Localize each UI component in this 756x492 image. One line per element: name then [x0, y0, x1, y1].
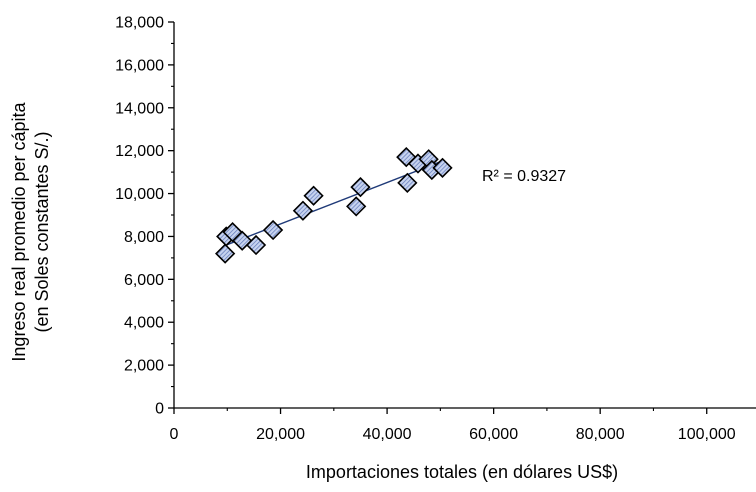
y-axis-title-line-1: Ingreso real promedio per cápita	[9, 101, 29, 361]
y-tick-label: 12,000	[115, 143, 164, 160]
x-axis: 0 20,000 40,000 60,000 80,000 100,000	[170, 407, 756, 443]
y-tick-label: 4,000	[124, 315, 164, 332]
y-tick-label: 2,000	[124, 358, 164, 375]
x-tick-label: 0	[170, 426, 179, 443]
y-tick-label: 14,000	[115, 100, 164, 117]
data-point	[303, 185, 324, 206]
x-axis-title: Importaciones totales (en dólares US$)	[306, 462, 618, 482]
data-point	[262, 219, 284, 241]
trendline-layer	[224, 160, 443, 247]
data-points	[215, 146, 453, 264]
x-tick-label: 20,000	[256, 426, 305, 443]
y-tick-label: 8,000	[124, 229, 164, 246]
data-point	[215, 243, 236, 264]
y-tick-label: 0	[155, 401, 164, 418]
x-tick-label: 40,000	[363, 426, 412, 443]
data-point	[397, 172, 418, 193]
y-tick-label: 18,000	[115, 15, 164, 32]
y-tick-label: 10,000	[115, 186, 164, 203]
x-tick-label: 80,000	[576, 426, 625, 443]
y-tick-label: 6,000	[124, 272, 164, 289]
x-tick-label: 100,000	[678, 426, 736, 443]
data-point	[350, 176, 371, 198]
data-point	[432, 157, 453, 178]
y-axis-title-line-2: (en Soles constantes S/.)	[32, 131, 52, 332]
trendline	[224, 160, 443, 247]
y-axis: 0 2,000 4,000 6,000 8,000 10,000 12,000 14,000 1…	[115, 15, 175, 418]
r-squared-annotation: R² = 0.9327	[482, 168, 566, 185]
data-point	[245, 234, 267, 256]
x-tick-label: 60,000	[469, 426, 518, 443]
data-point	[346, 196, 367, 217]
data-point	[292, 200, 314, 221]
y-tick-label: 16,000	[115, 57, 164, 74]
